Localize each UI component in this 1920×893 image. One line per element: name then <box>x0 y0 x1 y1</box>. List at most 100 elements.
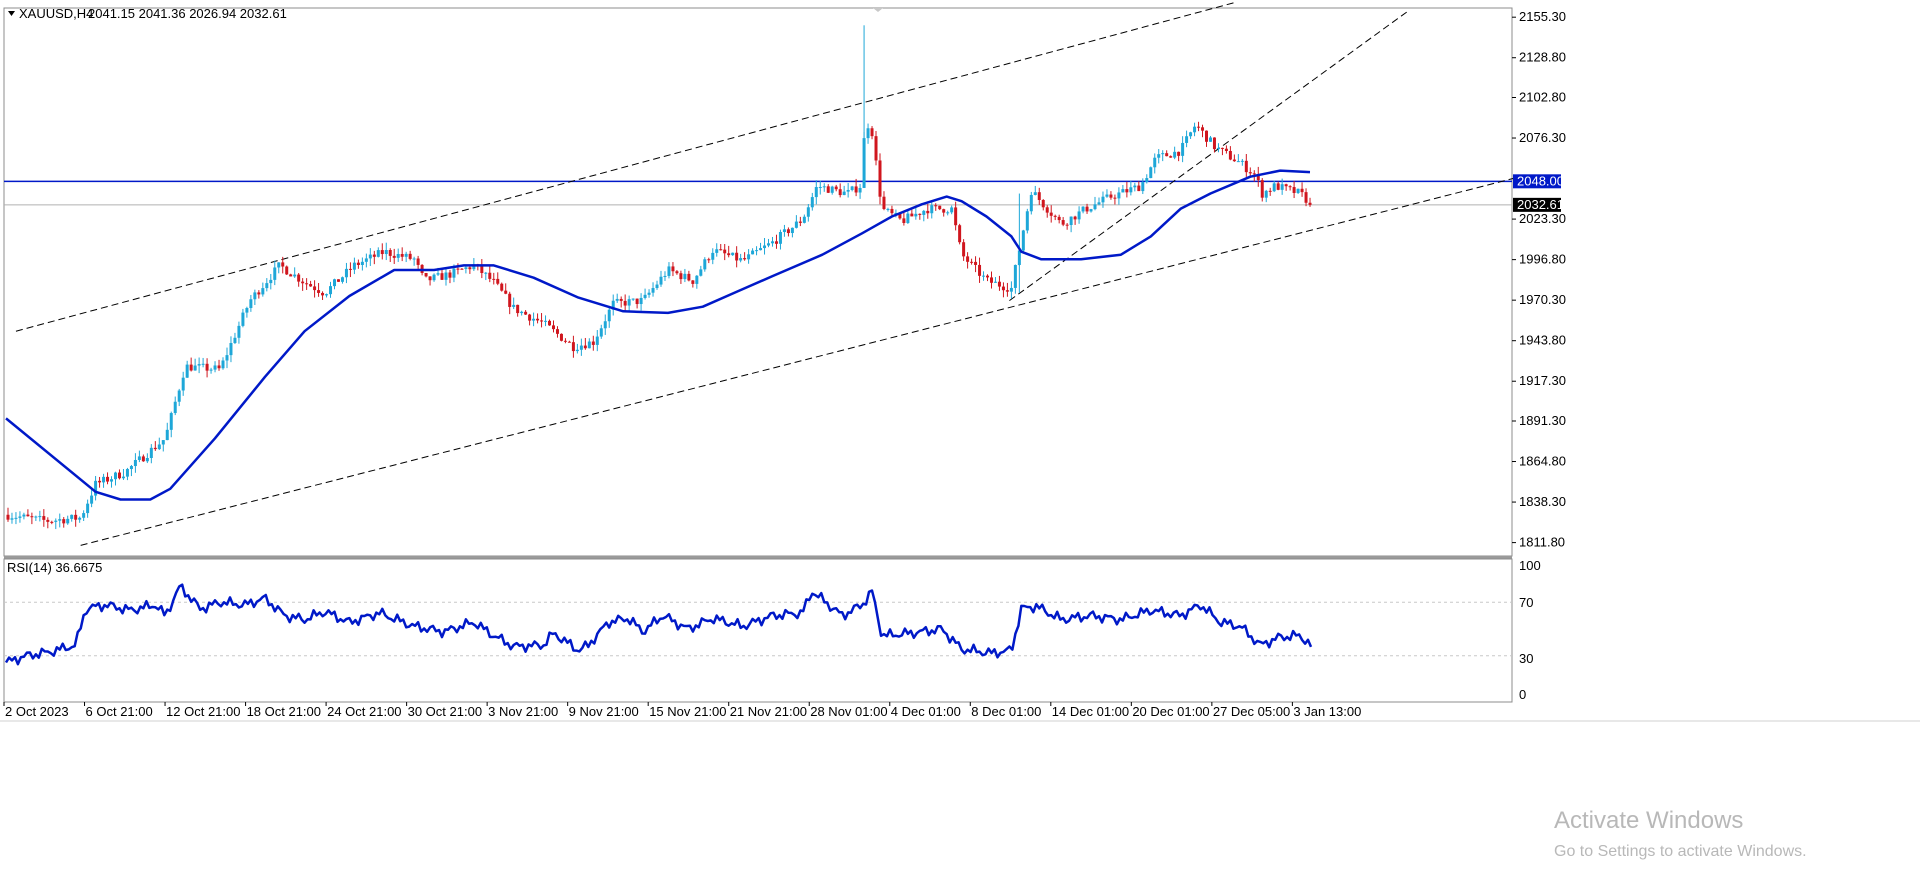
candle-bull <box>1153 157 1157 168</box>
candle-bull <box>137 456 141 460</box>
candle-bear <box>448 272 452 278</box>
candle-bull <box>161 440 165 445</box>
candle-bear <box>508 293 512 307</box>
candle-bear <box>619 298 623 301</box>
rsi-pane[interactable] <box>3 558 1513 703</box>
candle-bull <box>946 212 950 214</box>
rsi-level-70: 70 <box>1519 595 1533 610</box>
candle-bear <box>774 241 778 244</box>
candle-bear <box>567 341 571 343</box>
candle-bear <box>838 189 842 196</box>
candle-bull <box>1157 154 1161 158</box>
candle-bull <box>778 232 782 244</box>
rsi-plot-area <box>4 583 1512 666</box>
candle-bear <box>1165 153 1169 157</box>
candle-bear <box>555 329 559 334</box>
candle-bull <box>185 364 189 378</box>
candle-bull <box>1208 137 1212 142</box>
price-tick-label: 1891.30 <box>1519 413 1566 428</box>
candle-bull <box>157 444 161 450</box>
candle-bull <box>1117 192 1121 199</box>
candle-bear <box>388 249 392 256</box>
candle-bull <box>794 221 798 228</box>
candle-bear <box>559 333 563 341</box>
candle-bear <box>321 292 325 296</box>
candle-bull <box>221 360 225 369</box>
candle-bull <box>129 466 133 470</box>
candle-bear <box>743 258 747 260</box>
pane-separator[interactable] <box>4 556 1512 559</box>
candle-bull <box>579 345 583 350</box>
candle-bear <box>500 283 504 291</box>
candle-bear <box>1276 183 1280 190</box>
candle-bull <box>1013 264 1017 288</box>
candle-bear <box>1205 130 1209 142</box>
price-axis[interactable]: 2155.30 2128.80 2102.80 2076.30 2023.30 1996.… <box>1512 9 1566 550</box>
candle-bear <box>1037 192 1041 200</box>
candle-bear <box>1232 159 1236 162</box>
candle-bull <box>38 516 42 518</box>
candle-bull <box>360 261 364 265</box>
candle-bear <box>536 318 540 321</box>
ohlc-readout: 2041.15 2041.36 2026.94 2032.61 <box>88 6 287 21</box>
candle-bull <box>806 207 810 217</box>
candle-bull <box>241 312 245 326</box>
candle-bull <box>1280 184 1284 190</box>
candle-bull <box>265 283 269 289</box>
candle-bear <box>1113 197 1117 199</box>
candle-bear <box>309 284 313 287</box>
candle-bear <box>854 186 858 193</box>
candle-bear <box>1197 126 1201 128</box>
candle-bull <box>14 517 18 519</box>
candle-bull <box>452 268 456 278</box>
candle-bull <box>663 275 667 277</box>
candle-bull <box>922 210 926 215</box>
candle-bull <box>82 513 86 518</box>
candle-bull <box>34 516 38 518</box>
candle-bull <box>325 294 329 296</box>
candle-bull <box>747 254 751 260</box>
candle-bull <box>209 369 213 371</box>
candle-bear <box>416 258 420 265</box>
trendline-3[interactable] <box>1009 9 1410 302</box>
candle-bull <box>1101 196 1105 203</box>
candle-bear <box>480 265 484 274</box>
candle-bear <box>540 320 544 322</box>
candle-bull <box>201 363 205 365</box>
candle-bull <box>22 514 26 517</box>
candle-bear <box>1252 173 1256 175</box>
moving-average-line <box>5 169 1311 501</box>
candle-bull <box>575 349 579 352</box>
candle-bull <box>886 208 890 210</box>
candle-bull <box>18 516 22 518</box>
trendline-2[interactable] <box>80 177 1515 546</box>
time-axis[interactable]: 2 Oct 2023 6 Oct 21:00 12 Oct 21:00 18 Oct … <box>3 702 1361 719</box>
candle-bear <box>1001 286 1005 291</box>
price-tick-label: 2155.30 <box>1519 9 1566 24</box>
candle-bear <box>798 221 802 223</box>
candle-bear <box>623 300 627 306</box>
candle-bear <box>591 341 595 345</box>
candle-bull <box>695 275 699 284</box>
candle-bull <box>1141 182 1145 192</box>
collapse-triangle-icon[interactable] <box>8 11 15 16</box>
candle-bear <box>1049 212 1053 216</box>
candle-bull <box>810 197 814 208</box>
candle-bull <box>113 472 117 480</box>
candle-bear <box>456 268 460 270</box>
candle-bull <box>603 321 607 329</box>
candle-bull <box>173 401 177 414</box>
time-tick-label: 20 Dec 01:00 <box>1132 704 1209 719</box>
rsi-level-30: 30 <box>1519 651 1533 666</box>
candle-bull <box>950 207 954 213</box>
candle-bear <box>1137 185 1141 192</box>
candle-bull <box>651 288 655 293</box>
rsi-axis: 100 70 30 0 <box>1519 558 1541 702</box>
trendline-1[interactable] <box>15 1 1236 332</box>
price-tick-label: 1811.80 <box>1519 535 1565 550</box>
candle-bear <box>966 256 970 262</box>
candle-bear <box>1224 148 1228 151</box>
candle-bear <box>1220 147 1224 149</box>
candle-bull <box>611 300 615 310</box>
